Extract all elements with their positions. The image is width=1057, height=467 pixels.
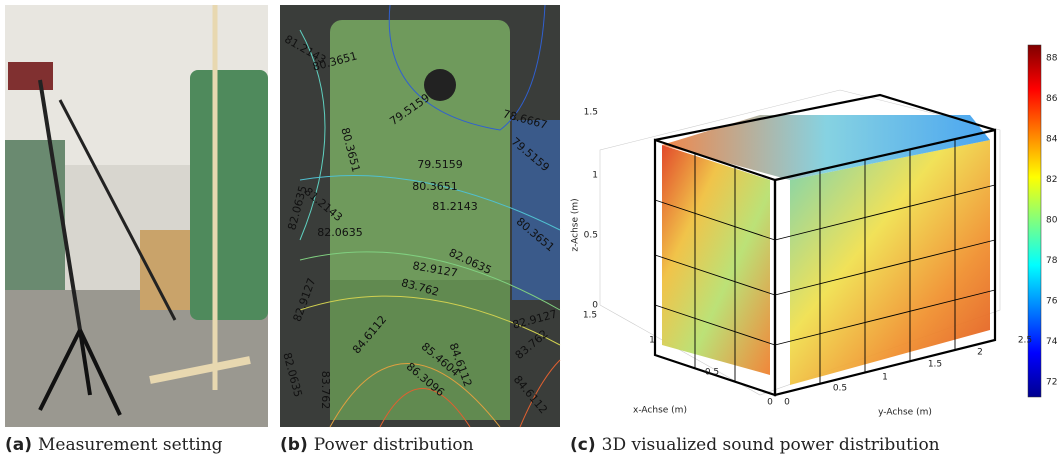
contour-label: 79.5159 — [417, 158, 463, 171]
caption-tag: (a) — [5, 435, 32, 455]
caption: (b) Power distribution — [280, 435, 474, 456]
caption-tag: (c) — [570, 435, 596, 455]
colorbar-tick-label: 72 — [1046, 378, 1057, 388]
x-axis-label: x-Achse (m) — [633, 406, 687, 416]
colorbar-tick-label: 88 — [1046, 54, 1057, 64]
colorbar-tick-label: 80 — [1046, 216, 1057, 226]
photo-a — [5, 5, 268, 427]
x-tick-label: 1 — [649, 336, 655, 346]
y-tick-label: 0 — [784, 398, 790, 408]
colorbar-tick-label: 78 — [1046, 256, 1057, 266]
caption-tag: (b) — [280, 435, 308, 455]
y-tick-label: 0.5 — [833, 384, 847, 394]
caption: (a) Measurement setting — [5, 435, 223, 456]
y-axis-label: y-Achse (m) — [878, 408, 932, 418]
colorbar-tick-label: 76 — [1046, 297, 1057, 307]
caption-text: Power distribution — [314, 435, 474, 455]
contour-label: 83.762 — [319, 371, 332, 410]
z-tick-label: 1.5 — [584, 108, 598, 118]
y-tick-label: 2.5 — [1018, 336, 1032, 346]
colorbar-tick-label: 86 — [1046, 94, 1057, 104]
z-tick-label: 0 — [592, 301, 598, 311]
x-tick-label: 0.5 — [705, 368, 719, 378]
z-tick-label: 1 — [592, 171, 598, 181]
contour-label: 80.3651 — [412, 180, 458, 193]
contour-label: 82.0635 — [317, 226, 363, 239]
colorbar-tick-label: 82 — [1046, 175, 1057, 185]
x-tick-label: 0 — [767, 398, 773, 408]
colorbar-tick-label: 74 — [1046, 337, 1057, 347]
caption-text: Measurement setting — [38, 435, 223, 455]
colorbar-tick-label: 84 — [1046, 135, 1057, 145]
z-axis-label: z-Achse (m) — [571, 198, 581, 251]
y-tick-label: 2 — [977, 348, 983, 358]
plot-3d — [599, 44, 1042, 398]
x-tick-label: 1.5 — [583, 311, 597, 321]
caption: (c) 3D visualized sound power distributio… — [570, 435, 940, 456]
caption-text: 3D visualized sound power distribution — [602, 435, 940, 455]
z-tick-label: 0.5 — [584, 231, 598, 241]
contour-label: 81.2143 — [432, 200, 478, 213]
y-tick-label: 1 — [882, 373, 888, 383]
y-tick-label: 1.5 — [928, 360, 942, 370]
